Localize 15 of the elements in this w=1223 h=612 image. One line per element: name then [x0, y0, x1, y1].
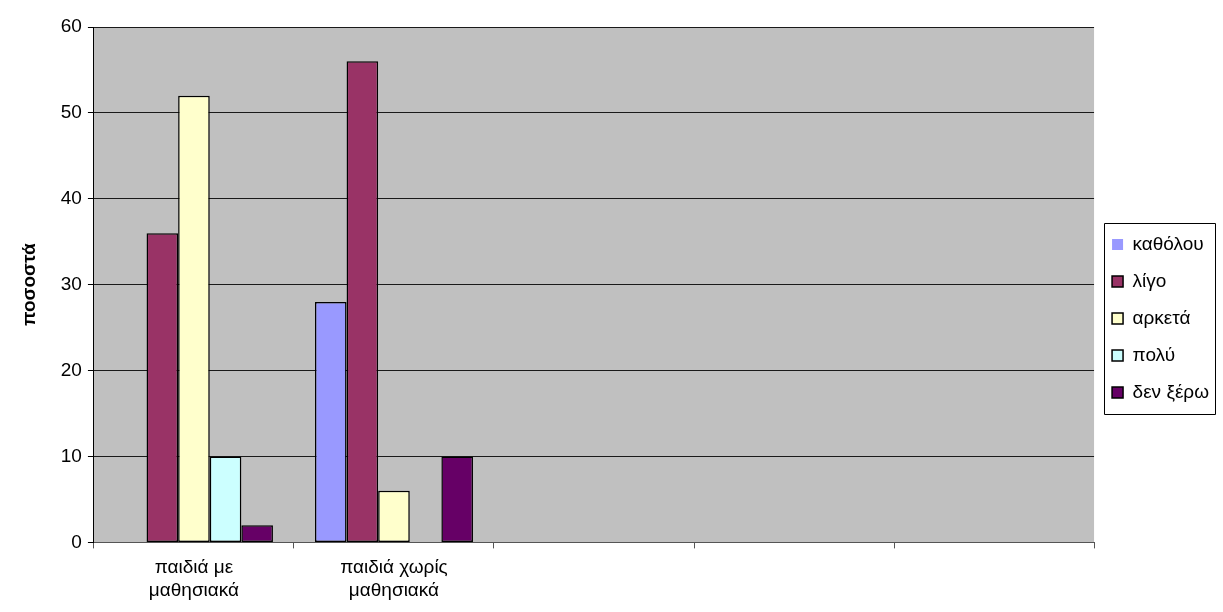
legend-label: δεν ξέρω	[1132, 380, 1210, 402]
y-tick-label: 60	[60, 15, 82, 37]
y-tick-label: 40	[60, 187, 82, 209]
legend-label: λίγο	[1132, 269, 1167, 291]
legend-label: καθόλου	[1132, 232, 1204, 254]
x-tick-label: παιδιά με μαθησιακά	[148, 556, 240, 600]
y-tick-label: 20	[60, 358, 82, 380]
y-axis-title: ποσοστά	[17, 242, 39, 327]
x-tick-label: παιδιά χωρίς μαθησιακά	[340, 556, 448, 600]
legend-label: πολύ	[1132, 343, 1176, 365]
y-tick-label: 10	[60, 444, 82, 466]
y-tick-label: 50	[60, 101, 82, 123]
y-tick-label: 30	[60, 272, 82, 294]
y-tick-label: 0	[71, 530, 82, 552]
legend-label: αρκετά	[1132, 306, 1191, 328]
